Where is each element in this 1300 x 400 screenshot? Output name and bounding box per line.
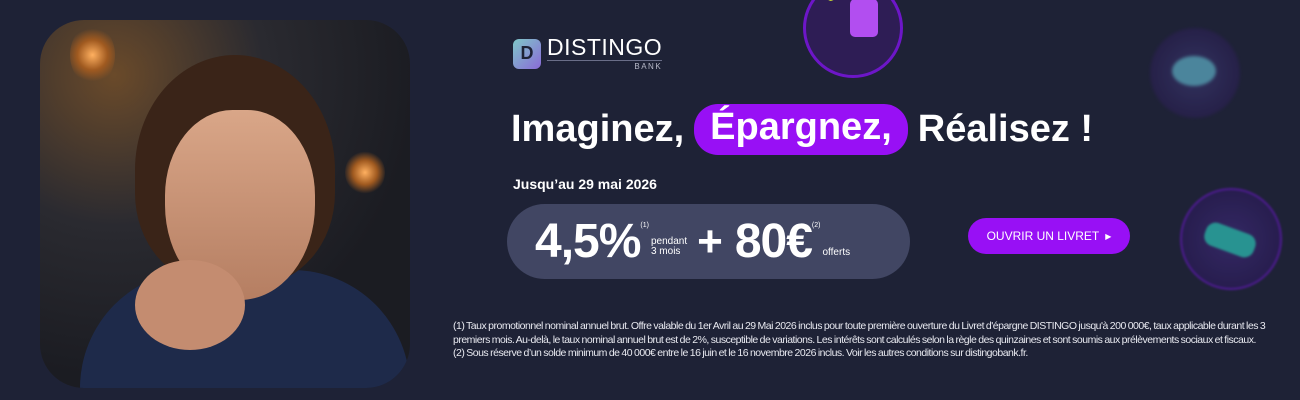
open-account-button[interactable]: OUVRIR UN LIVRET ▶	[968, 218, 1130, 254]
hero-photo	[40, 20, 410, 388]
rate-footnote-ref: (1)	[640, 222, 649, 229]
background-light	[345, 150, 385, 195]
logo-mark-icon: D	[513, 38, 541, 69]
rate-line1: pendant	[650, 235, 688, 247]
footnote-1: (1) Taux promotionnel nominal annuel bru…	[453, 320, 1266, 346]
distingo-logo: D DISTINGO BANK	[513, 34, 663, 71]
headline-part3: Réalisez !	[917, 108, 1094, 150]
offer-rate: 4,5%	[535, 215, 641, 268]
offer-deadline: Jusqu’au 29 mai 2026	[513, 176, 657, 192]
headline: Imaginez, Épargnez, Réalisez !	[511, 104, 1093, 155]
banknote-icon	[1201, 219, 1259, 261]
offer-bonus: 80€	[734, 215, 813, 268]
piggy-bank-icon	[1172, 56, 1216, 86]
rate-duration: pendant 3 mois	[650, 235, 688, 257]
travel-circle	[803, 0, 903, 78]
logo-sub: BANK	[547, 60, 663, 71]
headline-highlight: Épargnez,	[694, 104, 908, 155]
piggy-circle	[1150, 28, 1240, 118]
headline-part1: Imaginez,	[511, 108, 685, 150]
logo-name: DISTINGO	[547, 34, 663, 60]
plane-icon	[825, 0, 853, 3]
background-light	[70, 25, 115, 85]
offer-box: 4,5% (1) pendant 3 mois + 80€ (2) offerts	[507, 204, 910, 279]
bonus-label: offerts	[822, 246, 851, 258]
triangle-right-icon: ▶	[1105, 231, 1112, 241]
legal-footnotes: (1) Taux promotionnel nominal annuel bru…	[453, 320, 1293, 361]
footnote-2: (2) Sous réserve d’un solde minimum de 4…	[453, 347, 1028, 359]
money-circle	[1180, 188, 1282, 290]
rate-line2: 3 mois	[650, 245, 681, 257]
suitcase-icon	[850, 0, 878, 37]
bonus-footnote-ref: (2)	[811, 222, 821, 229]
man-hand	[135, 260, 245, 350]
plus-sign: +	[697, 216, 723, 266]
cta-label: OUVRIR UN LIVRET	[986, 229, 1100, 243]
